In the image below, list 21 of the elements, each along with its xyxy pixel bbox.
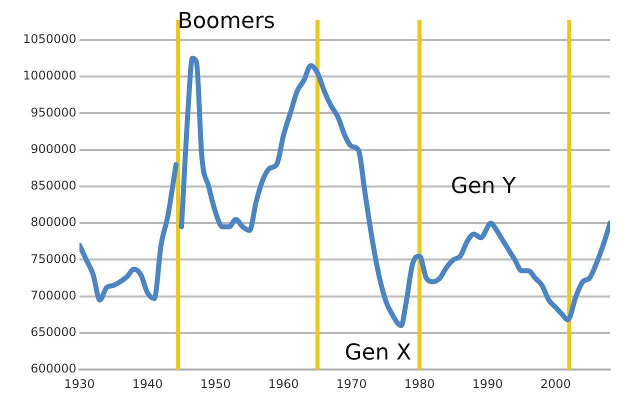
x-tick-label: 1970	[336, 376, 367, 391]
annotation: Gen X	[344, 340, 412, 366]
x-tick-label: 1980	[404, 376, 435, 391]
annotation: Gen Y	[450, 174, 516, 199]
x-tick-label: 1940	[132, 376, 163, 391]
x-tick-label: 2000	[540, 376, 571, 391]
x-tick-label: 1990	[472, 376, 503, 391]
x-tick-label: 1960	[268, 376, 299, 391]
y-tick-label: 900000	[30, 142, 76, 156]
y-tick-label: 1050000	[22, 32, 76, 46]
y-tick-label: 700000	[30, 288, 76, 302]
x-tick-label: 1950	[200, 376, 231, 391]
y-tick-label: 600000	[30, 362, 76, 376]
y-tick-label: 850000	[30, 178, 76, 193]
x-tick-label: 1930	[64, 376, 95, 391]
text: Boomers	[178, 9, 276, 34]
y-tick-label: 1000000	[22, 68, 76, 83]
y-tick-label: 750000	[30, 252, 76, 266]
y-tick-label: 800000	[30, 215, 76, 230]
y-tick-label: 950000	[30, 105, 76, 120]
y-tick-label: 650000	[30, 325, 76, 340]
